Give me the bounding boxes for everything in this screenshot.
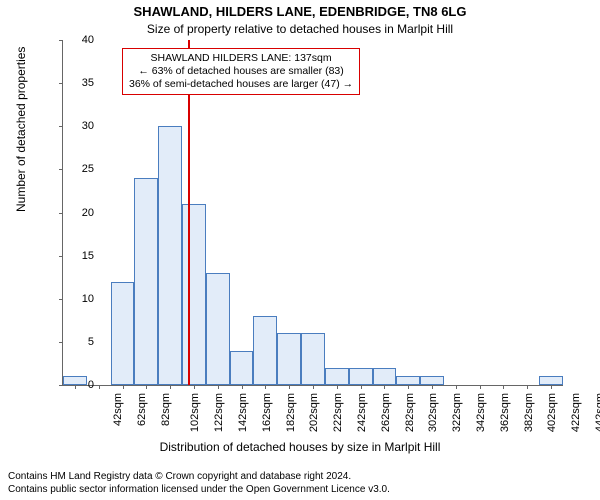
x-tick-label: 182sqm bbox=[285, 393, 297, 432]
histogram-bar bbox=[134, 178, 158, 385]
histogram-bar bbox=[277, 333, 301, 385]
annotation-line: 36% of semi-detached houses are larger (… bbox=[129, 78, 353, 91]
y-tick-label: 30 bbox=[82, 120, 94, 132]
x-tick-label: 422sqm bbox=[570, 393, 582, 432]
x-tick-label: 82sqm bbox=[160, 393, 172, 426]
x-tick-label: 162sqm bbox=[261, 393, 273, 432]
annotation-box: SHAWLAND HILDERS LANE: 137sqm← 63% of de… bbox=[122, 48, 360, 95]
histogram-bar bbox=[301, 333, 325, 385]
y-tick-label: 20 bbox=[82, 207, 94, 219]
histogram-bar bbox=[253, 316, 277, 385]
y-tick-label: 0 bbox=[88, 379, 94, 391]
x-tick-label: 62sqm bbox=[136, 393, 148, 426]
histogram-bar bbox=[420, 376, 444, 385]
x-axis-label: Distribution of detached houses by size … bbox=[0, 440, 600, 454]
x-tick-label: 362sqm bbox=[499, 393, 511, 432]
histogram-bar bbox=[158, 126, 182, 385]
x-tick-label: 382sqm bbox=[523, 393, 535, 432]
histogram-bar bbox=[63, 376, 87, 385]
x-tick-label: 342sqm bbox=[475, 393, 487, 432]
y-tick-label: 25 bbox=[82, 163, 94, 175]
histogram-bar bbox=[325, 368, 349, 385]
y-tick-label: 5 bbox=[88, 336, 94, 348]
x-tick-label: 102sqm bbox=[189, 393, 201, 432]
x-tick-label: 122sqm bbox=[213, 393, 225, 432]
histogram-bar bbox=[111, 282, 135, 386]
annotation-line: SHAWLAND HILDERS LANE: 137sqm bbox=[129, 52, 353, 65]
footer-line: Contains HM Land Registry data © Crown c… bbox=[8, 471, 390, 484]
x-tick-label: 42sqm bbox=[112, 393, 124, 426]
y-axis-label: Number of detached properties bbox=[14, 47, 28, 212]
page-title: SHAWLAND, HILDERS LANE, EDENBRIDGE, TN8 … bbox=[0, 4, 600, 19]
chart-container: SHAWLAND, HILDERS LANE, EDENBRIDGE, TN8 … bbox=[0, 0, 600, 500]
x-tick-label: 262sqm bbox=[380, 393, 392, 432]
y-tick-label: 35 bbox=[82, 77, 94, 89]
histogram-bar bbox=[230, 351, 254, 386]
x-tick-label: 402sqm bbox=[547, 393, 559, 432]
y-tick-label: 10 bbox=[82, 293, 94, 305]
histogram-bar bbox=[373, 368, 397, 385]
histogram-bar bbox=[539, 376, 563, 385]
footer-line: Contains public sector information licen… bbox=[8, 484, 390, 497]
footer-text: Contains HM Land Registry data © Crown c… bbox=[8, 471, 390, 496]
x-tick-label: 142sqm bbox=[237, 393, 249, 432]
x-tick-label: 222sqm bbox=[332, 393, 344, 432]
x-tick-label: 282sqm bbox=[404, 393, 416, 432]
y-tick-label: 15 bbox=[82, 250, 94, 262]
x-tick-label: 242sqm bbox=[356, 393, 368, 432]
x-tick-label: 322sqm bbox=[451, 393, 463, 432]
chart-area: 42sqm62sqm82sqm102sqm122sqm142sqm162sqm1… bbox=[62, 40, 562, 385]
x-tick-label: 202sqm bbox=[309, 393, 321, 432]
histogram-bar bbox=[396, 376, 420, 385]
histogram-bar bbox=[182, 204, 206, 385]
x-tick-label: 442sqm bbox=[594, 393, 600, 432]
y-tick-label: 40 bbox=[82, 34, 94, 46]
annotation-line: ← 63% of detached houses are smaller (83… bbox=[129, 65, 353, 78]
x-tick-label: 302sqm bbox=[428, 393, 440, 432]
histogram-bar bbox=[349, 368, 373, 385]
histogram-bar bbox=[206, 273, 230, 385]
plot-area: 42sqm62sqm82sqm102sqm122sqm142sqm162sqm1… bbox=[62, 40, 563, 386]
